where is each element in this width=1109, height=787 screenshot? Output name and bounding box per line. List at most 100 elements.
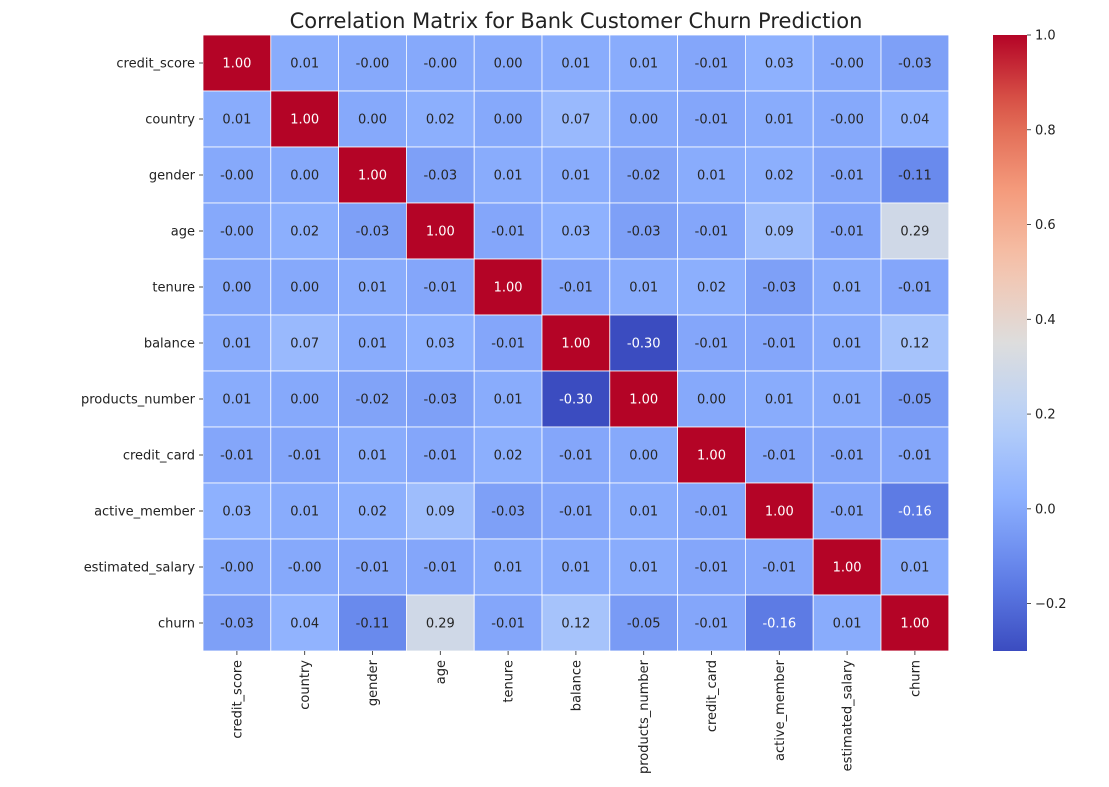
x-tick-label: products_number <box>637 659 652 774</box>
heatmap-cell <box>745 538 814 596</box>
cell-value-label: -0.01 <box>830 225 864 240</box>
heatmap-cell <box>541 202 611 260</box>
cell-value-label: -0.00 <box>220 561 254 576</box>
cell-value-label: -0.01 <box>830 449 864 464</box>
cell-value-label: 0.04 <box>900 113 929 128</box>
cell-value-label: 0.03 <box>222 505 251 520</box>
cell-value-label: -0.01 <box>491 617 525 632</box>
heatmap-cell <box>473 90 543 148</box>
heatmap-cell <box>745 594 814 652</box>
heatmap-cell <box>880 146 950 204</box>
y-tick-label: active_member <box>94 505 196 520</box>
heatmap-cell <box>541 90 611 148</box>
cell-value-label: 0.00 <box>629 113 658 128</box>
cell-value-label: -0.03 <box>627 225 661 240</box>
cell-value-label: -0.01 <box>830 505 864 520</box>
x-tick-label: estimated_salary <box>841 660 856 772</box>
heatmap-cell <box>677 90 746 148</box>
cell-value-label: -0.03 <box>423 169 457 184</box>
heatmap-cell <box>880 482 950 540</box>
heatmap-cell <box>338 90 407 148</box>
heatmap-cell <box>812 426 882 484</box>
cell-value-label: -0.01 <box>695 505 729 520</box>
heatmap-cell <box>880 34 950 92</box>
cell-value-label: 1.00 <box>765 505 794 520</box>
cell-value-label: 1.00 <box>697 449 726 464</box>
heatmap-cell <box>270 34 339 92</box>
cell-value-label: 0.02 <box>426 113 455 128</box>
heatmap-cell <box>677 426 746 484</box>
heatmap-cell <box>812 594 882 652</box>
cell-value-label: -0.01 <box>423 561 457 576</box>
x-tick-label: country <box>298 660 313 710</box>
cell-value-label: -0.01 <box>491 337 525 352</box>
cell-value-label: 0.01 <box>561 561 590 576</box>
cell-value-label: -0.00 <box>220 225 254 240</box>
heatmap-cell <box>405 538 475 596</box>
cell-value-label: -0.02 <box>627 169 661 184</box>
heatmap-cell <box>677 482 746 540</box>
cell-value-label: 0.02 <box>765 169 794 184</box>
cell-value-label: -0.05 <box>898 393 932 408</box>
y-tick-label: gender <box>149 169 196 184</box>
x-tick-label: tenure <box>502 660 517 703</box>
heatmap-cell <box>473 146 543 204</box>
cell-value-label: -0.30 <box>559 393 593 408</box>
cell-value-label: 0.01 <box>222 113 251 128</box>
cell-value-label: -0.01 <box>830 169 864 184</box>
colorbar-gradient <box>993 35 1027 651</box>
cell-value-label: 0.00 <box>290 281 319 296</box>
heatmap-cell <box>473 258 543 316</box>
cell-value-label: 0.00 <box>290 169 319 184</box>
heatmap-cell <box>202 538 272 596</box>
heatmap-cell <box>338 34 407 92</box>
heatmap-cell <box>880 314 950 372</box>
heatmap-cell <box>880 594 950 652</box>
heatmap-cell <box>473 594 543 652</box>
cell-value-label: 1.00 <box>833 561 862 576</box>
cell-value-label: 0.29 <box>900 225 929 240</box>
cell-value-label: 0.03 <box>765 57 794 72</box>
heatmap-cell <box>812 202 882 260</box>
cell-value-label: 0.04 <box>290 617 319 632</box>
heatmap-cell <box>541 314 611 372</box>
x-tick-label: churn <box>908 660 923 697</box>
cell-value-label: -0.03 <box>762 281 796 296</box>
heatmap-cell <box>338 146 407 204</box>
cell-value-label: 0.01 <box>561 169 590 184</box>
cell-value-label: 0.01 <box>833 617 862 632</box>
heatmap-cell <box>405 482 475 540</box>
cell-value-label: 0.02 <box>358 505 387 520</box>
heatmap-cell <box>609 146 678 204</box>
cell-value-label: -0.01 <box>762 337 796 352</box>
heatmap-cell <box>812 34 882 92</box>
cell-value-label: 0.01 <box>494 169 523 184</box>
heatmap-cell <box>270 90 339 148</box>
heatmap-cell <box>745 314 814 372</box>
cell-value-label: -0.01 <box>220 449 254 464</box>
y-tick-label: age <box>171 225 195 240</box>
cell-value-label: -0.03 <box>423 393 457 408</box>
heatmap-cell <box>202 370 272 428</box>
y-tick-label: estimated_salary <box>84 561 196 576</box>
cell-value-label: 0.01 <box>222 393 251 408</box>
heatmap-cell <box>541 426 611 484</box>
cell-value-label: -0.01 <box>898 449 932 464</box>
heatmap-cell <box>338 258 407 316</box>
cell-value-label: -0.01 <box>762 561 796 576</box>
cell-value-label: -0.11 <box>356 617 390 632</box>
chart-title: Correlation Matrix for Bank Customer Chu… <box>290 9 863 33</box>
heatmap-cell <box>473 34 543 92</box>
cell-value-label: 0.01 <box>833 281 862 296</box>
heatmap-cell <box>270 202 339 260</box>
heatmap-cell <box>677 538 746 596</box>
heatmap-cell <box>338 538 407 596</box>
cell-value-label: 0.00 <box>290 393 319 408</box>
heatmap-cell <box>405 34 475 92</box>
heatmap-cell <box>609 202 678 260</box>
heatmap-cell <box>202 258 272 316</box>
cell-value-label: -0.01 <box>559 281 593 296</box>
cell-value-label: 0.00 <box>494 57 523 72</box>
cell-value-label: 1.00 <box>900 617 929 632</box>
heatmap-cell <box>609 426 678 484</box>
